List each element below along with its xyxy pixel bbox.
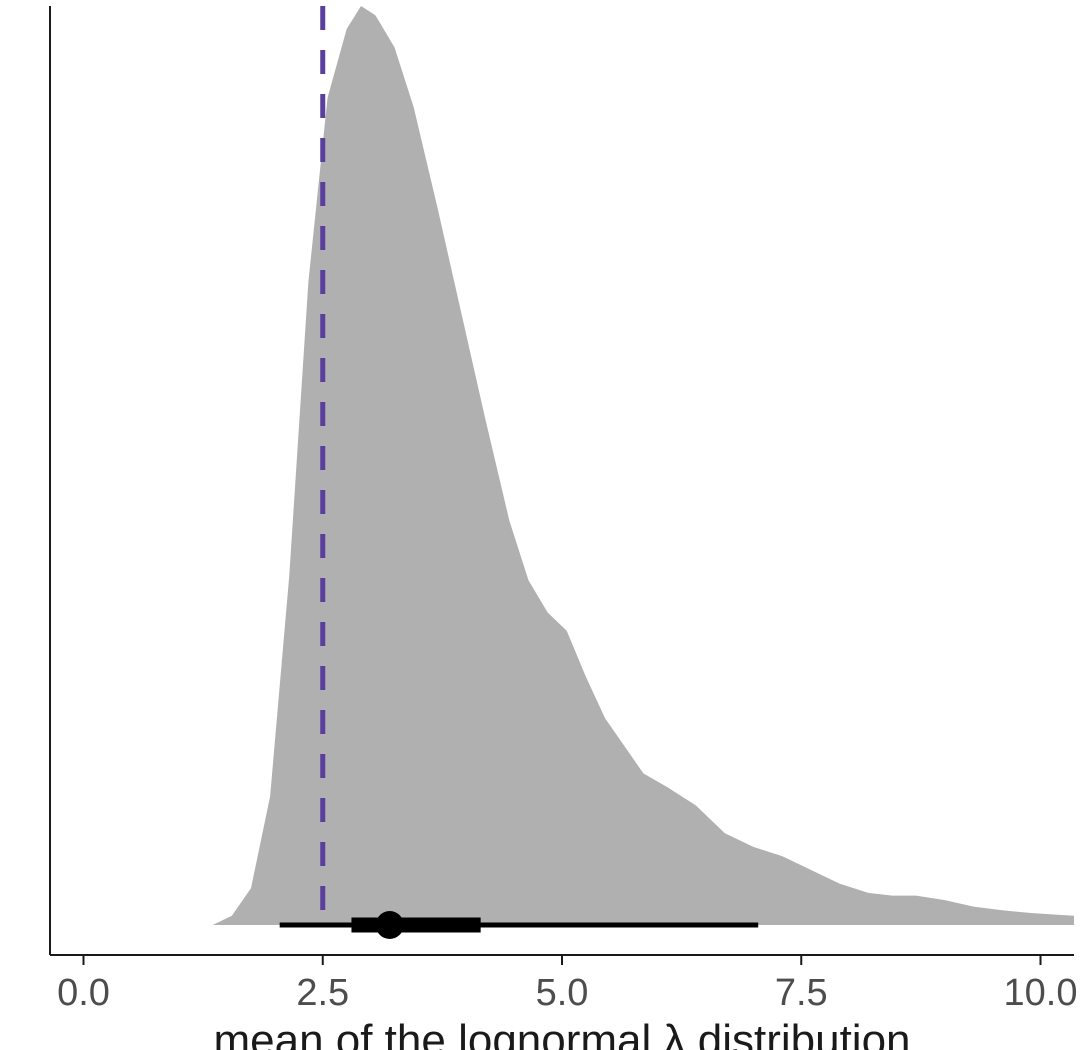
x-tick-label: 2.5 — [296, 972, 349, 1014]
x-tick-label: 7.5 — [775, 972, 828, 1014]
x-tick-label: 0.0 — [57, 972, 110, 1014]
chart-container: 0.0 2.5 5.0 7.5 10.0 mean of the lognormal λ … — [0, 0, 1080, 1050]
x-axis-title: mean of the lognormal λ distribution — [213, 1016, 910, 1050]
density-plot: 0.0 2.5 5.0 7.5 10.0 mean of the lognormal λ … — [0, 0, 1080, 1050]
x-tick-label: 5.0 — [536, 972, 589, 1014]
x-tick-label: 10.0 — [1004, 972, 1078, 1014]
point-estimate — [376, 911, 404, 939]
